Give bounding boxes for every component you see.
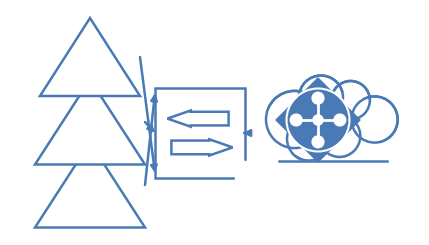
Circle shape <box>351 96 398 143</box>
Bar <box>155 88 245 178</box>
Circle shape <box>287 117 331 161</box>
Bar <box>235 161 415 245</box>
Polygon shape <box>276 78 360 162</box>
Polygon shape <box>35 143 145 228</box>
Circle shape <box>318 115 360 157</box>
Polygon shape <box>35 79 145 164</box>
Polygon shape <box>40 18 140 96</box>
Circle shape <box>312 136 324 148</box>
Circle shape <box>334 114 346 126</box>
Circle shape <box>313 115 323 125</box>
Circle shape <box>266 91 323 148</box>
Polygon shape <box>167 110 229 127</box>
Circle shape <box>299 75 343 120</box>
Circle shape <box>331 81 370 120</box>
Circle shape <box>290 114 302 126</box>
Circle shape <box>312 92 324 104</box>
Polygon shape <box>172 139 233 156</box>
Ellipse shape <box>261 92 389 158</box>
